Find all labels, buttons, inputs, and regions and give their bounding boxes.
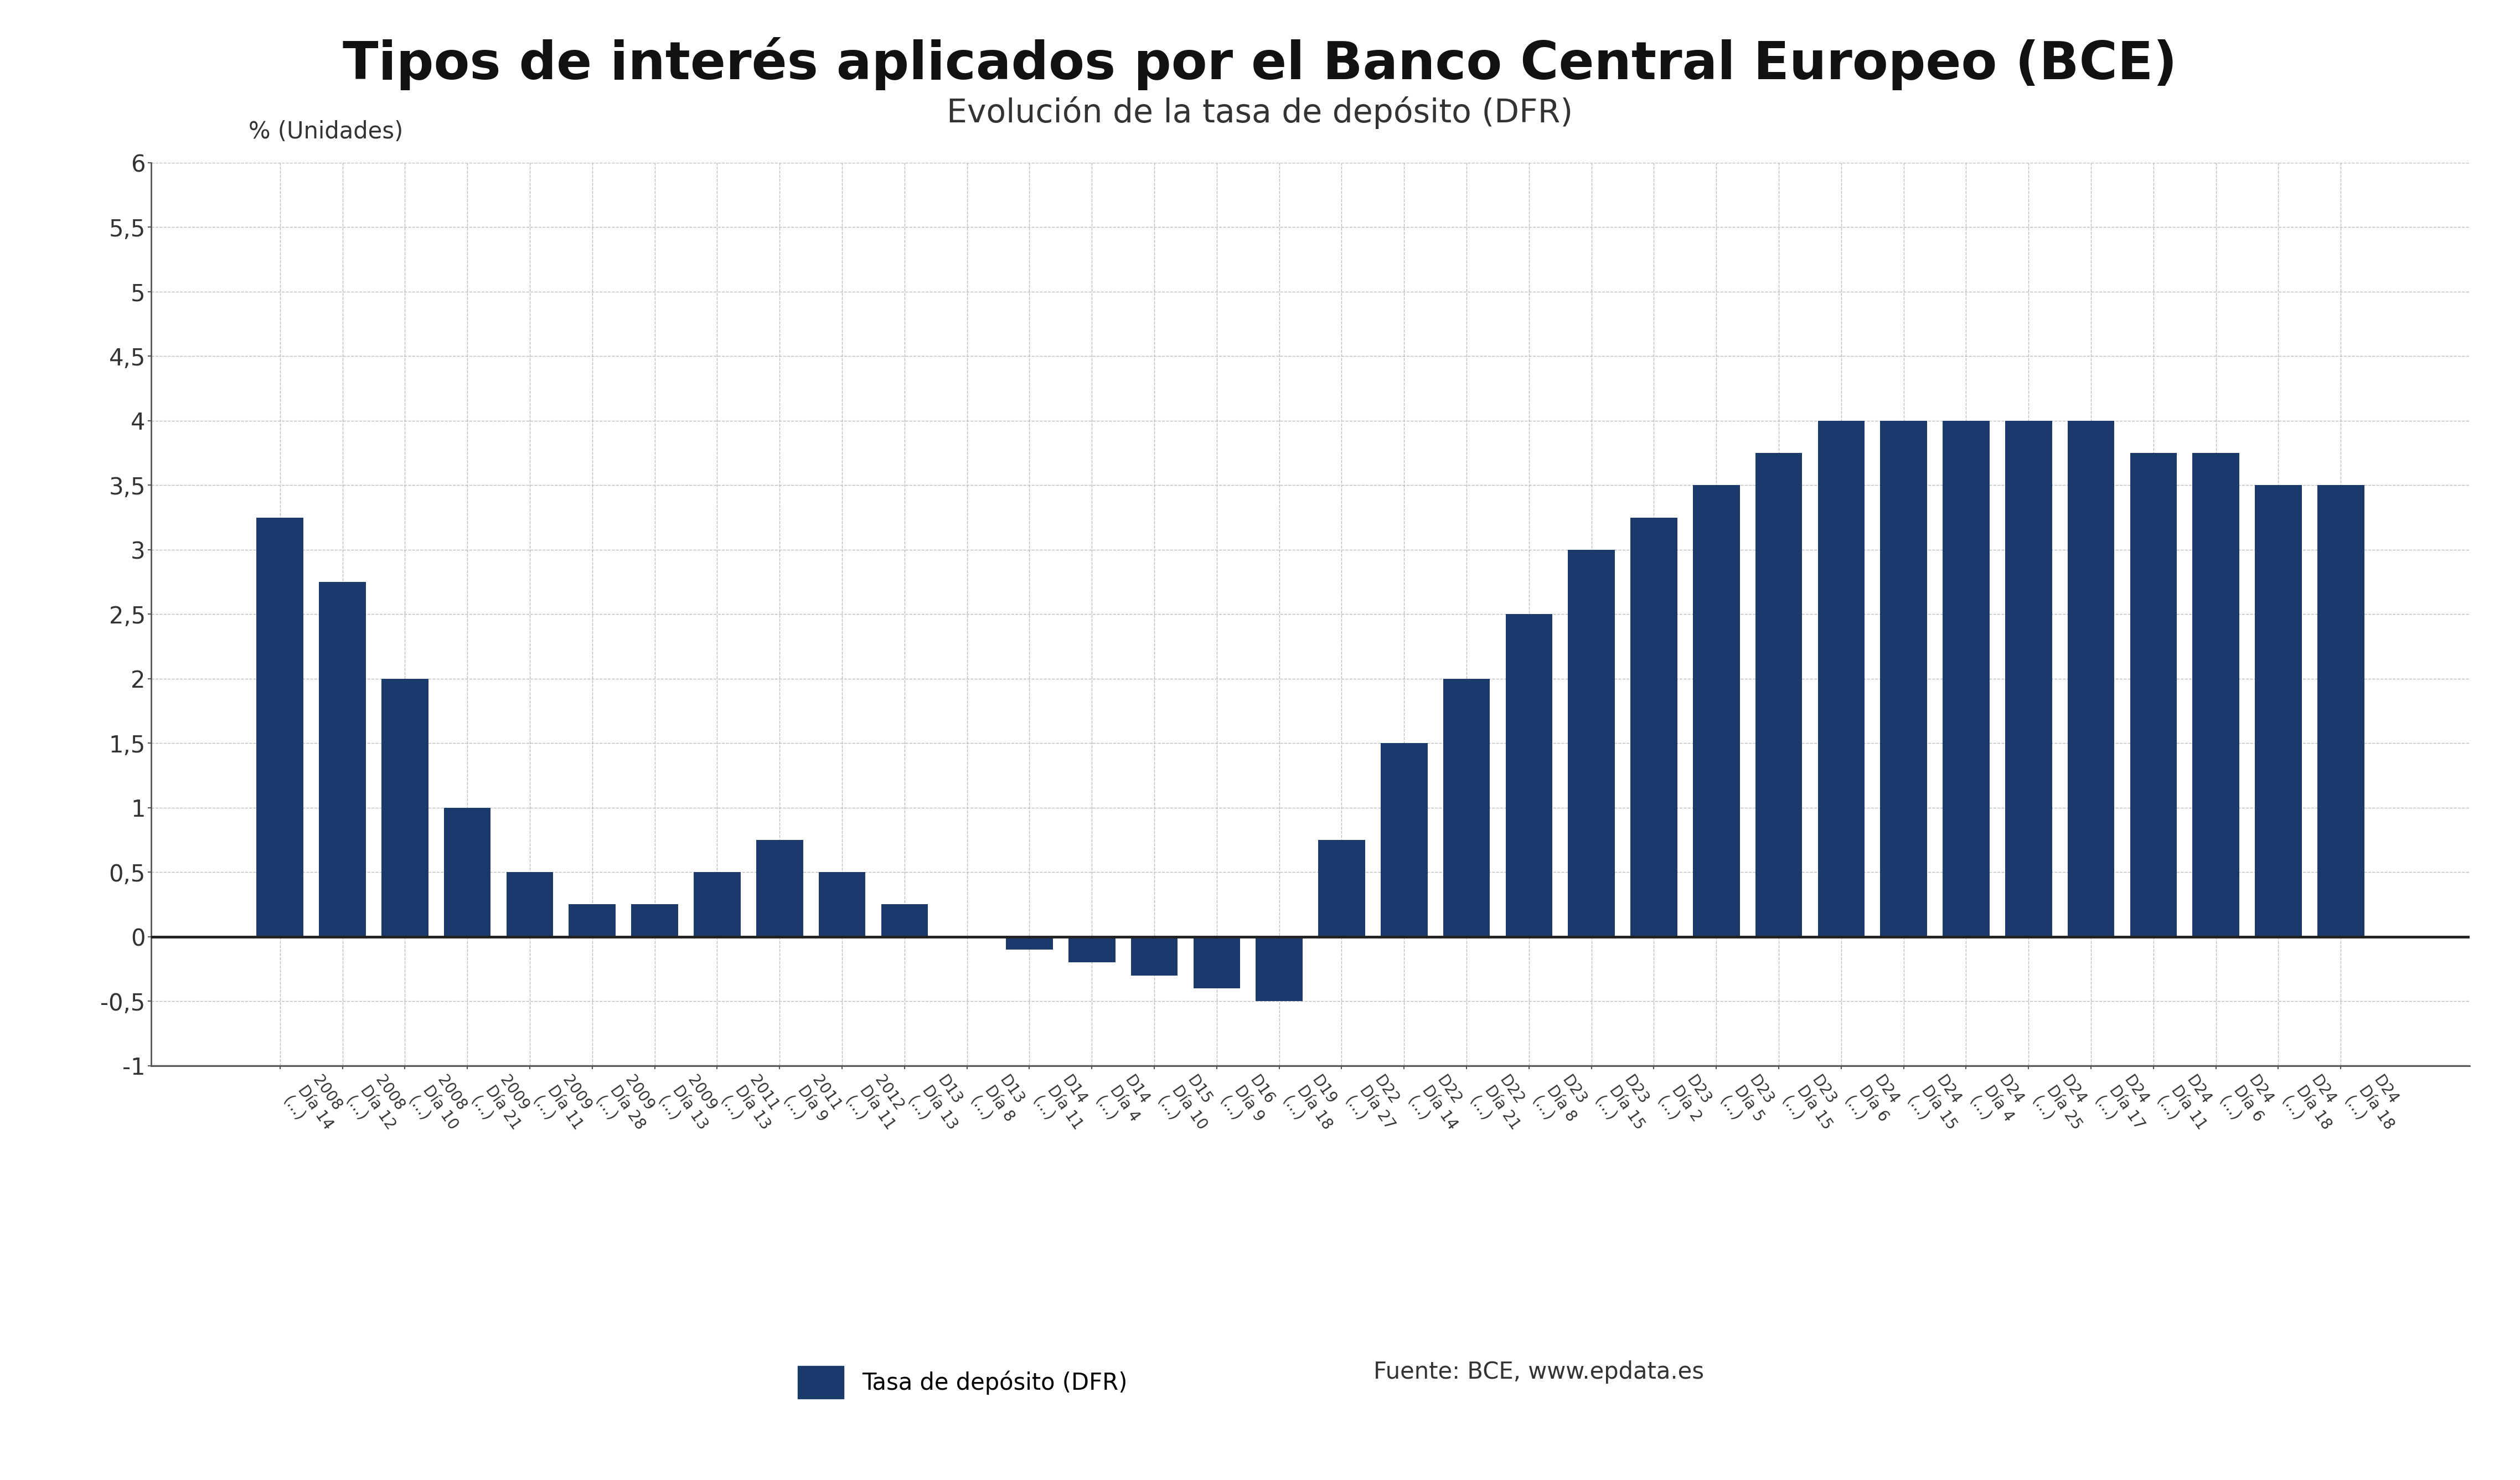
Bar [1194, 937, 1240, 989]
Bar [1381, 743, 1426, 937]
Bar [1756, 453, 1802, 937]
Bar [1131, 937, 1177, 975]
Bar [320, 582, 365, 937]
Bar [2006, 420, 2051, 937]
Bar [570, 904, 615, 937]
Bar [1255, 937, 1303, 1000]
Text: Tipos de interés aplicados por el Banco Central Europeo (BCE): Tipos de interés aplicados por el Banco … [343, 37, 2177, 90]
Bar [633, 904, 678, 937]
Bar [2255, 485, 2301, 937]
Bar [1318, 839, 1366, 937]
Bar [2129, 453, 2177, 937]
Bar [1817, 420, 1865, 937]
Bar [1693, 485, 1739, 937]
Bar [381, 679, 428, 937]
Bar [1444, 679, 1489, 937]
Bar [444, 808, 491, 937]
Bar [693, 872, 741, 937]
Bar [1005, 937, 1053, 950]
Text: Evolución de la tasa de depósito (DFR): Evolución de la tasa de depósito (DFR) [948, 96, 1572, 129]
Text: Fuente: BCE, www.epdata.es: Fuente: BCE, www.epdata.es [1373, 1360, 1704, 1384]
Bar [819, 872, 864, 937]
Text: % (Unidades): % (Unidades) [249, 120, 403, 144]
Bar [257, 518, 302, 937]
Bar [507, 872, 554, 937]
Bar [1567, 549, 1615, 937]
Bar [2318, 485, 2364, 937]
Bar [882, 904, 927, 937]
Bar [1630, 518, 1678, 937]
Bar [2066, 420, 2114, 937]
Bar [1068, 937, 1116, 962]
Legend: Tasa de depósito (DFR): Tasa de depósito (DFR) [799, 1366, 1126, 1399]
Bar [756, 839, 804, 937]
Bar [1504, 614, 1552, 937]
Bar [1880, 420, 1928, 937]
Bar [1943, 420, 1988, 937]
Bar [2192, 453, 2240, 937]
